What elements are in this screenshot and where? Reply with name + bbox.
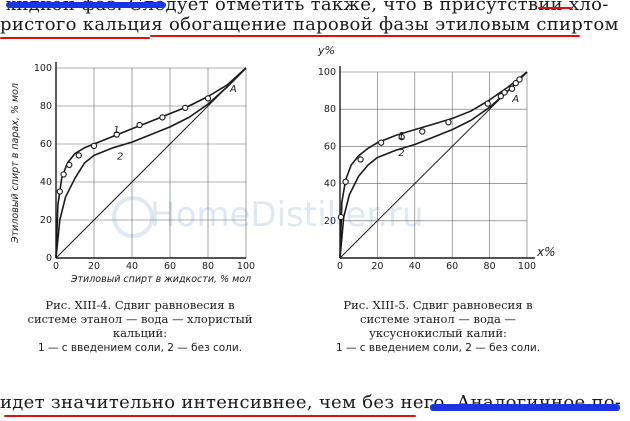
underline-red-1 <box>0 37 150 39</box>
left-annotation: 2 <box>117 151 123 162</box>
watermark-icon <box>112 196 154 238</box>
chart-caption-right: Рис. XIII-5. Сдвиг равновесия в системе … <box>322 298 554 355</box>
right-data-point <box>484 100 491 107</box>
underline-red-2 <box>150 35 580 37</box>
right-data-point <box>357 156 364 163</box>
left-data-point <box>136 121 143 129</box>
right-ytick-label: 60 <box>324 141 336 152</box>
right-ytick-label: 40 <box>324 179 336 190</box>
left-data-point <box>66 161 73 169</box>
left-ytick-label: 60 <box>40 139 52 150</box>
left-ytick-label: 40 <box>40 177 52 188</box>
left-y-axis-label: Этиловый спирт в парах, % мол <box>10 83 21 244</box>
left-data-point <box>182 104 189 112</box>
left-data-point <box>113 131 120 138</box>
right-xtick-label: 20 <box>371 261 383 272</box>
left-data-point <box>159 114 166 121</box>
right-data-point <box>419 128 426 135</box>
right-ytick-label: 100 <box>318 67 336 78</box>
left-xtick-label: 0 <box>53 261 59 272</box>
left-ytick-label: 0 <box>46 253 52 264</box>
right-ytick-label: 20 <box>324 216 336 227</box>
caption-title-right: Рис. XIII-5. Сдвиг равновесия в системе … <box>343 298 533 340</box>
left-ytick-label: 80 <box>40 101 52 112</box>
left-xtick-label: 100 <box>237 261 255 272</box>
underline-red-3 <box>538 7 572 9</box>
left-xtick-label: 80 <box>202 261 214 272</box>
left-ytick-label: 20 <box>40 215 52 226</box>
left-data-point <box>60 171 67 178</box>
left-annotation: A <box>229 84 237 95</box>
right-data-point <box>516 76 523 83</box>
underline-red-bottom <box>4 415 416 417</box>
right-data-point <box>508 85 516 92</box>
right-x-axis-label: x% <box>536 245 556 259</box>
right-y-axis-label: y% <box>317 44 335 57</box>
right-ytick-label: 80 <box>324 104 336 115</box>
caption-note-left: 1 — с введением соли, 2 — без соли. <box>37 342 243 354</box>
text-line-top-2: ристого кальция обогащение паровой фазы … <box>0 14 619 35</box>
left-x-axis-label: Этиловый спирт в жидкости, % мол <box>70 274 251 285</box>
right-data-point <box>512 80 519 87</box>
caption-note-right: 1 — с введением соли, 2 — без соли. <box>335 342 541 354</box>
left-data-point <box>90 142 98 150</box>
right-annotation: A <box>511 94 519 105</box>
left-annotation: 1 <box>113 125 119 136</box>
left-data-point <box>75 152 82 159</box>
right-xtick-label: 60 <box>446 261 458 272</box>
left-xtick-label: 40 <box>126 261 138 272</box>
right-xtick-label: 100 <box>518 261 536 272</box>
right-xtick-label: 0 <box>337 261 343 272</box>
left-xtick-label: 60 <box>164 261 176 272</box>
left-data-point <box>56 188 63 195</box>
left-ytick-label: 100 <box>34 63 52 74</box>
right-series-2-line <box>339 71 528 259</box>
right-data-point <box>377 139 385 146</box>
chart-caption-left: Рис. XIII-4. Сдвиг равновесия в системе … <box>20 298 260 355</box>
right-data-point <box>445 119 452 126</box>
left-series-2-line <box>55 67 247 259</box>
right-series-diagonal-line <box>339 71 528 259</box>
left-xtick-label: 20 <box>88 261 100 272</box>
right-data-point <box>398 133 405 141</box>
right-data-point <box>337 213 345 221</box>
right-annotation: 2 <box>398 148 404 159</box>
right-annotation: 1 <box>398 131 404 142</box>
left-series-diagonal-line <box>55 67 247 259</box>
right-data-point <box>501 89 508 96</box>
right-xtick-label: 40 <box>409 261 421 272</box>
watermark: HomeDistiller.ru <box>150 195 424 235</box>
right-data-point <box>342 178 349 185</box>
right-data-point <box>497 93 504 100</box>
caption-title-left: Рис. XIII-4. Сдвиг равновесия в системе … <box>27 298 253 340</box>
scribble-bottom <box>430 404 620 411</box>
scribble-top <box>6 2 166 8</box>
right-series-1-line <box>339 71 528 259</box>
left-data-point <box>204 95 212 102</box>
right-xtick-label: 80 <box>484 261 496 272</box>
